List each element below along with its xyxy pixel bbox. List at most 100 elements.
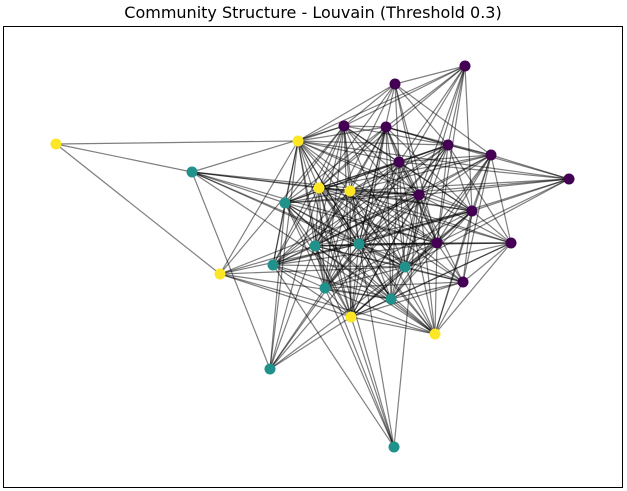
edge-n20-n21 (324, 287, 392, 300)
edge-n19-n29 (350, 266, 406, 318)
edge-n6-n27 (349, 154, 492, 192)
node-n6 (485, 149, 497, 161)
edge-n21-n30 (390, 298, 436, 335)
edge-n7-n20 (324, 161, 400, 289)
edge-n20-n26 (318, 187, 326, 289)
edge-n12-n17 (358, 242, 438, 245)
nodes-layer (50, 60, 575, 453)
edge-n3-n15 (284, 125, 345, 204)
edge-n1-n4 (385, 65, 466, 128)
node-n5 (442, 139, 454, 151)
edge-n2-n26 (318, 83, 396, 189)
edge-n16-n29 (314, 245, 352, 318)
edge-n10-n30 (434, 210, 473, 335)
edge-n4-n15 (284, 126, 387, 204)
edge-n6-n7 (398, 154, 492, 163)
node-n1 (459, 60, 471, 72)
edge-n28-n25 (219, 140, 299, 275)
edge-n22-n9 (269, 194, 420, 370)
edge-n15-n20 (284, 202, 326, 289)
edge-n8-n12 (436, 178, 570, 244)
edge-n10-n13 (462, 210, 473, 283)
edge-n13-n17 (358, 243, 464, 283)
edge-n7-n30 (398, 161, 436, 335)
edge-n22-n29 (269, 316, 352, 370)
edge-n8-n27 (349, 178, 570, 192)
node-n27 (344, 185, 356, 197)
node-n11 (505, 237, 517, 249)
node-n21 (385, 293, 397, 305)
edge-n3-n5 (343, 125, 449, 146)
edges-layer (55, 65, 570, 448)
edge-n26-n29 (318, 187, 352, 318)
edge-n9-n30 (418, 194, 436, 335)
edge-n15-n18 (272, 202, 286, 266)
edge-n16-n18 (272, 245, 316, 266)
edge-n7-n26 (318, 161, 400, 189)
edge-n18-n21 (272, 264, 392, 300)
edge-n11-n27 (349, 190, 512, 244)
edge-n2-n5 (394, 83, 449, 146)
edge-n2-n25 (297, 83, 396, 142)
edge-n24-n25 (55, 140, 299, 145)
edge-n1-n2 (394, 65, 466, 85)
edge-n25-n7 (297, 140, 400, 163)
node-n24 (50, 138, 62, 150)
edge-n9-n15 (284, 194, 420, 204)
node-n15 (279, 197, 291, 209)
node-n16 (309, 240, 321, 252)
edge-n2-n9 (394, 83, 420, 196)
edge-n9-n17 (358, 194, 420, 245)
edge-n12-n27 (349, 190, 438, 244)
edge-n28-n30 (219, 273, 436, 335)
edge-n13-n27 (349, 190, 464, 283)
edge-n11-n13 (462, 242, 512, 283)
edge-n25-n9 (297, 140, 420, 196)
edge-n21-n29 (350, 298, 392, 318)
edge-n3-n26 (318, 125, 345, 189)
edge-n8-n25 (297, 140, 570, 180)
edge-n27-n30 (349, 190, 436, 335)
edge-n5-n16 (314, 144, 449, 247)
edge-n4-n26 (318, 126, 387, 189)
edge-n10-n20 (324, 210, 473, 289)
plot-frame (3, 26, 623, 488)
edge-n3-n18 (272, 125, 345, 266)
edge-n18-n27 (272, 190, 351, 266)
edge-n16-n26 (314, 187, 320, 247)
node-n25 (292, 135, 304, 147)
edge-n10-n11 (471, 210, 512, 244)
edge-n29-n30 (350, 316, 436, 335)
node-n29 (345, 311, 357, 323)
node-n26 (313, 182, 325, 194)
node-n19 (399, 261, 411, 273)
edge-n1-n3 (343, 65, 466, 127)
edge-n6-n11 (490, 154, 512, 244)
edge-n16-n30 (314, 245, 436, 335)
edge-n28-n16 (219, 245, 316, 275)
edge-n10-n16 (314, 210, 473, 247)
edge-n5-n6 (447, 144, 492, 156)
edge-n15-n30 (284, 202, 436, 335)
node-n22 (264, 363, 276, 375)
edge-n3-n4 (343, 125, 387, 128)
edge-n1-n9 (418, 65, 466, 196)
edge-n20-n29 (324, 287, 352, 318)
edge-n15-n26 (284, 187, 320, 204)
edge-n1-n7 (398, 65, 466, 163)
edge-n3-n9 (343, 125, 420, 196)
edge-n17-n18 (272, 243, 360, 266)
edge-n18-n29 (272, 264, 352, 318)
edge-n17-n27 (349, 190, 360, 245)
edge-n22-n15 (269, 202, 286, 370)
edge-n8-n7 (398, 161, 570, 180)
edge-n6-n12 (436, 154, 492, 244)
node-n13 (457, 276, 469, 288)
edge-n16-n19 (314, 245, 406, 268)
edge-n7-n27 (349, 161, 400, 192)
edge-n8-n6 (490, 154, 570, 180)
node-n10 (466, 205, 478, 217)
edge-n12-n26 (318, 187, 438, 244)
edge-n2-n7 (394, 83, 400, 163)
